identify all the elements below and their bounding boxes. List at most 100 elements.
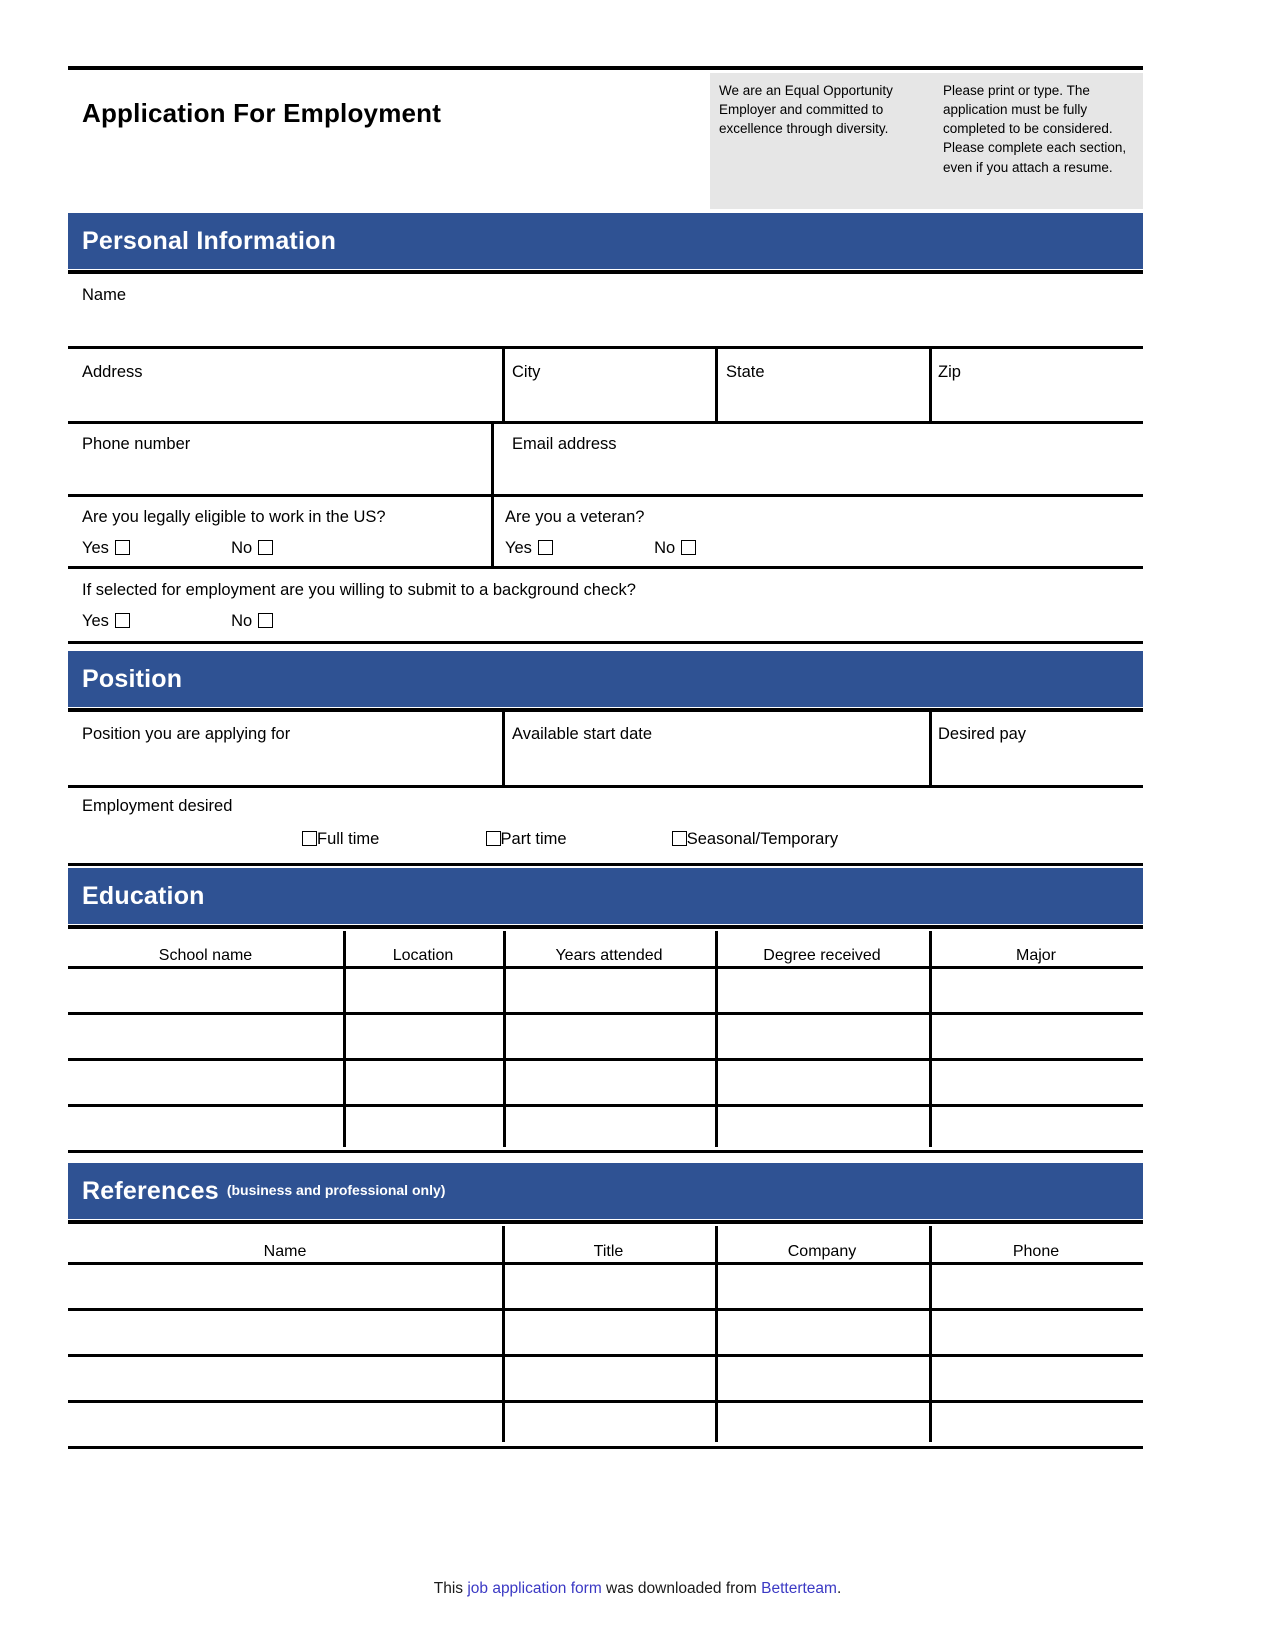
label-desired-pay: Desired pay: [938, 725, 1027, 743]
references-rule-row3: [68, 1400, 1143, 1403]
label-position-applying-for: Position you are applying for: [82, 725, 291, 743]
employment-type-group[interactable]: Full time Part time Seasonal/Temporary: [302, 830, 838, 849]
eligible-yes-checkbox[interactable]: [114, 540, 130, 555]
part-time-label: Part time: [500, 830, 567, 848]
divider-state-zip: [929, 349, 932, 422]
label-state: State: [726, 363, 765, 381]
instructions-box: Please print or type. The application mu…: [934, 73, 1143, 209]
section-title-personal: Personal Information: [82, 226, 337, 255]
education-divider-4: [929, 931, 932, 1147]
footer-text-2: was downloaded from: [601, 1580, 762, 1597]
label-eligible-question: Are you legally eligible to work in the …: [82, 508, 386, 526]
footer-text-3: .: [836, 1580, 842, 1597]
eligible-no-label: No: [231, 539, 253, 557]
divider-city-state: [715, 349, 718, 422]
education-col-degree-received: Degree received: [763, 947, 881, 964]
header-top-rule: [68, 66, 1143, 70]
form-header: Application For Employment We are an Equ…: [68, 66, 1143, 211]
table-row[interactable]: [68, 1265, 1143, 1308]
eeo-notice-box: We are an Equal Opportunity Employer and…: [710, 73, 934, 209]
seasonal-temporary-checkbox[interactable]: [671, 831, 687, 846]
full-time-checkbox[interactable]: [302, 831, 317, 846]
rule-below-background: [68, 641, 1143, 644]
veteran-yes-checkbox[interactable]: [537, 540, 553, 555]
education-rule-row2: [68, 1058, 1143, 1061]
table-row[interactable]: [68, 1357, 1143, 1400]
references-rule-row1: [68, 1308, 1143, 1311]
label-employment-desired: Employment desired: [82, 797, 233, 815]
rule-below-address: [68, 421, 1143, 424]
section-header-education: Education: [68, 868, 1143, 929]
veteran-no-checkbox[interactable]: [681, 540, 697, 555]
section-header-references: References (business and professional on…: [68, 1163, 1143, 1224]
table-row[interactable]: [68, 1061, 1143, 1104]
table-row[interactable]: [68, 1311, 1143, 1354]
background-no-checkbox[interactable]: [258, 613, 274, 628]
education-col-school-name: School name: [158, 947, 253, 964]
label-veteran-question: Are you a veteran?: [505, 508, 645, 526]
education-rule-header: [68, 966, 1143, 969]
eligible-no-checkbox[interactable]: [258, 540, 274, 555]
label-city: City: [512, 363, 541, 381]
table-row[interactable]: [68, 1015, 1143, 1058]
references-col-company: Company: [787, 1243, 857, 1260]
education-col-years-attended: Years attended: [555, 947, 663, 964]
education-col-location: Location: [392, 947, 454, 964]
label-name: Name: [82, 286, 127, 304]
references-divider-2: [715, 1226, 718, 1442]
education-rule-row1: [68, 1012, 1143, 1015]
label-zip: Zip: [938, 363, 961, 381]
references-col-title: Title: [593, 1243, 624, 1260]
veteran-answer-group[interactable]: Yes No: [505, 539, 697, 558]
label-phone-number: Phone number: [82, 435, 191, 453]
divider-phone-email: [491, 424, 494, 496]
education-col-major: Major: [1015, 947, 1056, 964]
page-title: Application For Employment: [82, 98, 442, 128]
footer-attribution: This job application form was downloaded…: [0, 1580, 1275, 1598]
references-rule-header: [68, 1262, 1143, 1265]
section-title-references: References: [82, 1176, 219, 1205]
education-divider-3: [715, 931, 718, 1147]
rule-below-employment-desired: [68, 863, 1143, 866]
background-yes-label: Yes: [82, 612, 109, 630]
table-row[interactable]: [68, 969, 1143, 1012]
label-available-start-date: Available start date: [512, 725, 653, 743]
veteran-yes-label: Yes: [505, 539, 532, 557]
table-row[interactable]: [68, 1107, 1143, 1150]
divider-eligible-veteran: [491, 497, 494, 568]
rule-below-name: [68, 346, 1143, 349]
section-subtitle-references: (business and professional only): [226, 1182, 446, 1198]
background-answer-group[interactable]: Yes No: [82, 612, 274, 631]
education-divider-1: [343, 931, 346, 1147]
rule-below-eligibility: [68, 566, 1143, 569]
betterteam-link[interactable]: Betterteam: [761, 1580, 837, 1597]
background-no-label: No: [231, 612, 253, 630]
references-divider-3: [929, 1226, 932, 1442]
veteran-no-label: No: [654, 539, 676, 557]
section-header-personal-information: Personal Information: [68, 213, 1143, 274]
references-rule-row4: [68, 1446, 1143, 1449]
part-time-checkbox[interactable]: [485, 831, 501, 846]
label-address: Address: [82, 363, 143, 381]
eligible-answer-group[interactable]: Yes No: [82, 539, 274, 558]
references-rule-row2: [68, 1354, 1143, 1357]
references-col-name: Name: [263, 1243, 307, 1260]
full-time-label: Full time: [317, 830, 380, 848]
education-rule-row3: [68, 1104, 1143, 1107]
label-email-address: Email address: [512, 435, 617, 453]
rule-below-position-row: [68, 785, 1143, 788]
table-row[interactable]: [68, 1403, 1143, 1446]
job-application-form-link[interactable]: job application form: [467, 1580, 602, 1597]
eligible-yes-label: Yes: [82, 539, 109, 557]
divider-address-city: [502, 349, 505, 422]
background-yes-checkbox[interactable]: [114, 613, 130, 628]
education-rule-row4: [68, 1150, 1143, 1153]
section-header-position: Position: [68, 651, 1143, 712]
section-title-education: Education: [82, 881, 205, 910]
divider-startdate-pay: [929, 712, 932, 786]
label-background-question: If selected for employment are you willi…: [82, 581, 636, 599]
footer-text-1: This: [433, 1580, 468, 1597]
section-title-position: Position: [82, 664, 183, 693]
references-divider-1: [502, 1226, 505, 1442]
